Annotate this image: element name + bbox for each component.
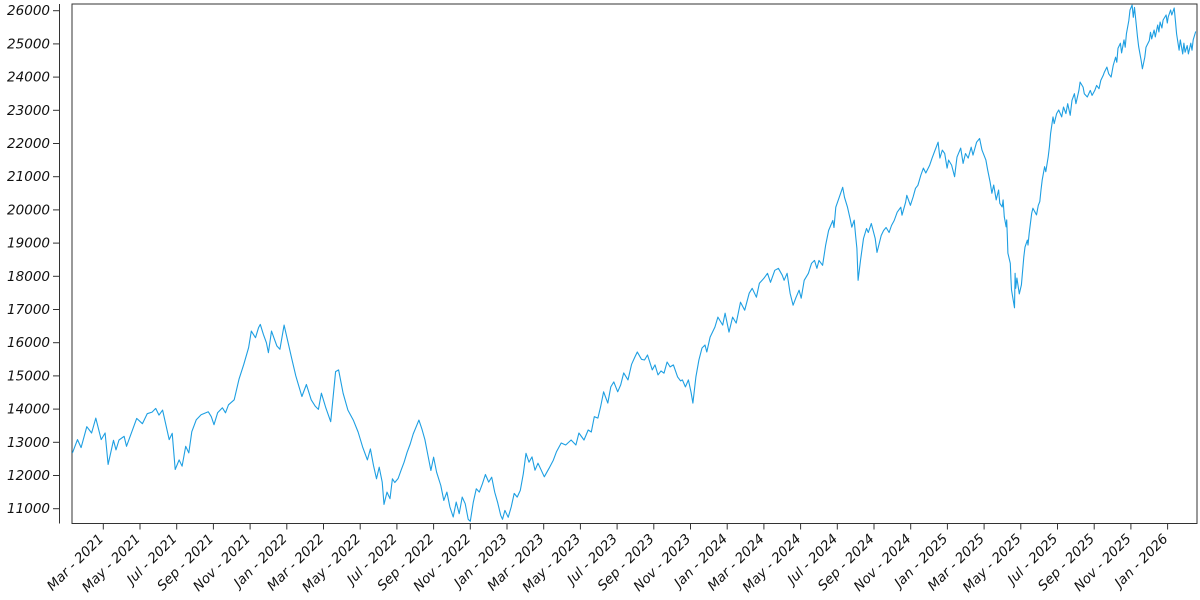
y-tick-label: 24000 bbox=[7, 70, 50, 86]
y-tick-label: 21000 bbox=[7, 169, 50, 185]
plot-border bbox=[71, 3, 1198, 524]
y-tick-label: 18000 bbox=[7, 269, 50, 285]
y-tick-label: 25000 bbox=[7, 36, 50, 52]
y-tick-label: 26000 bbox=[7, 3, 50, 19]
y-tick-label: 22000 bbox=[7, 136, 50, 152]
y-tick-label: 11000 bbox=[7, 501, 50, 517]
y-tick-label: 19000 bbox=[7, 236, 50, 252]
y-tick-label: 23000 bbox=[7, 103, 50, 119]
price-line-series bbox=[72, 4, 1197, 522]
y-tick-label: 15000 bbox=[7, 368, 50, 384]
y-tick-label: 12000 bbox=[7, 468, 50, 484]
y-tick-label: 13000 bbox=[7, 435, 50, 451]
y-tick-label: 14000 bbox=[7, 402, 50, 418]
y-tick-label: 20000 bbox=[7, 202, 50, 218]
y-tick-label: 16000 bbox=[7, 335, 50, 351]
y-tick-label: 17000 bbox=[7, 302, 50, 318]
